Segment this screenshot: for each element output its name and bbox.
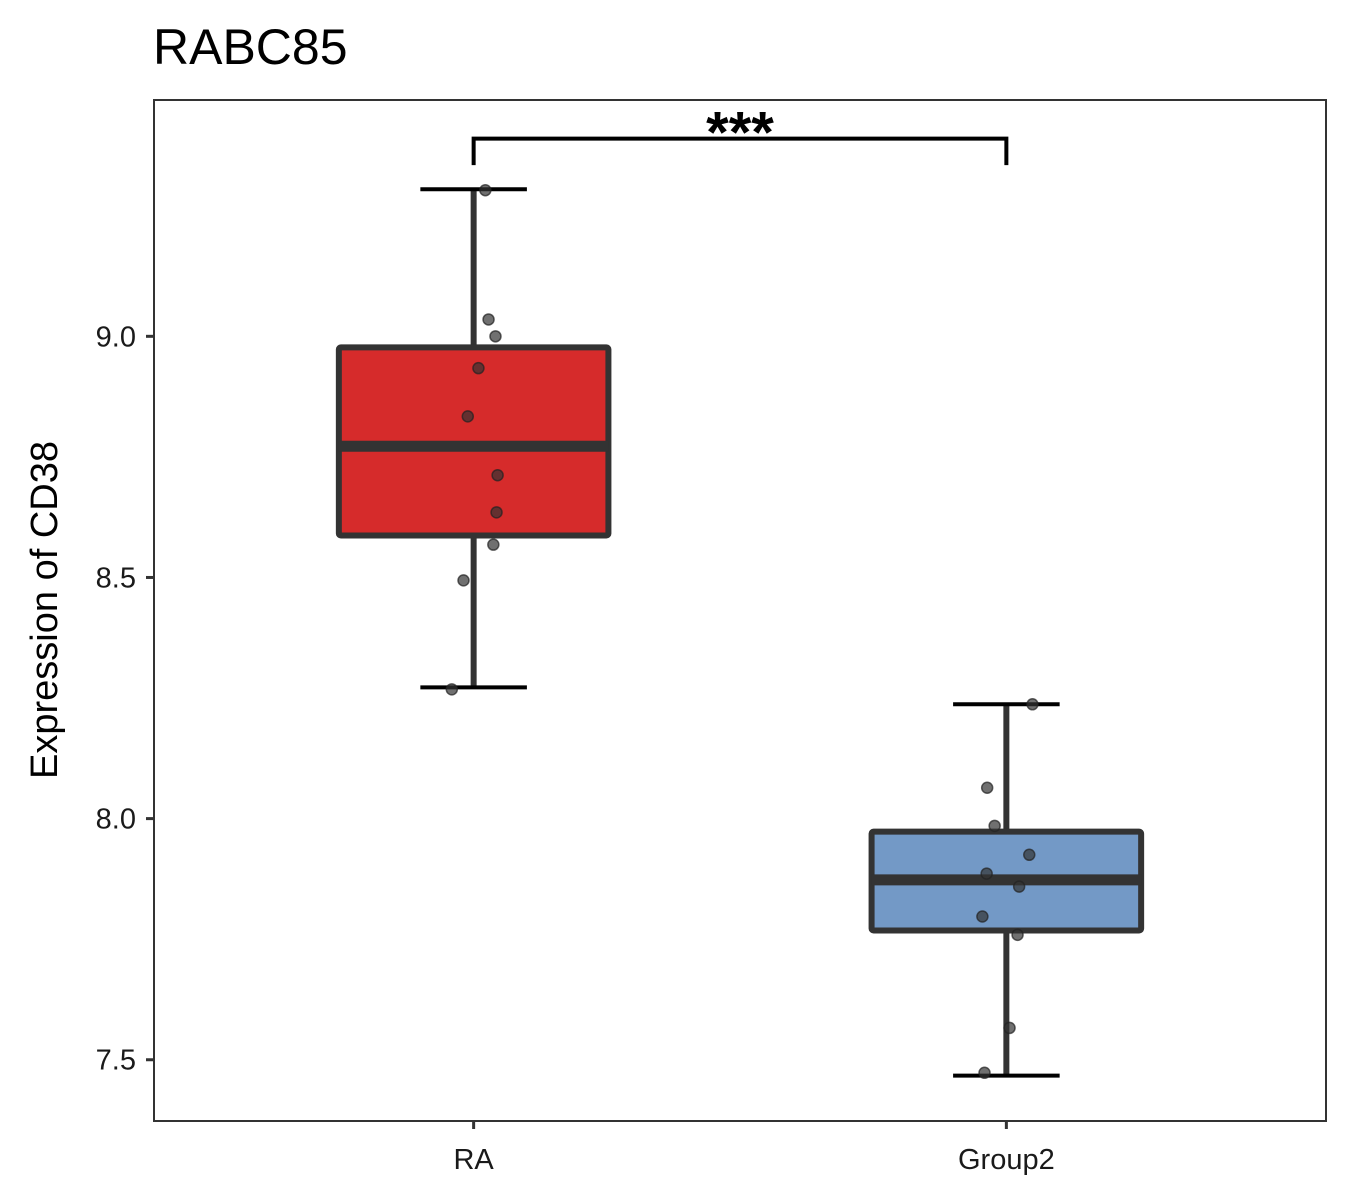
data-point [980, 867, 993, 880]
significance-bracket [471, 136, 1009, 166]
data-point [457, 574, 470, 587]
data-point [1026, 698, 1039, 711]
y-tick-label: 7.5 [96, 1045, 136, 1077]
panel-border [153, 99, 1327, 1122]
data-point [1003, 1021, 1016, 1035]
data-point [487, 538, 500, 551]
data-point [445, 683, 459, 696]
data-point [490, 506, 503, 519]
data-point [489, 330, 502, 343]
axes: 7.5 8.0 8.5 9.0 RA Group2 [96, 321, 1055, 1176]
x-tick-label: Group2 [958, 1144, 1055, 1176]
x-tick-label: RA [453, 1144, 494, 1176]
y-tick-label: 9.0 [96, 321, 136, 353]
data-point [976, 910, 989, 923]
y-tick-label: 8.0 [96, 804, 136, 836]
data-point [472, 361, 485, 375]
y-axis-title: Expression of CD38 [24, 441, 66, 779]
data-point [461, 410, 475, 423]
data-point [491, 468, 504, 482]
data-point [988, 819, 1001, 833]
data-point [1012, 880, 1026, 893]
data-point [482, 313, 495, 326]
data-point [978, 1066, 991, 1080]
box-group2 [868, 702, 1145, 1078]
significance-label: *** [706, 101, 774, 166]
points-group2 [976, 698, 1039, 1080]
y-tick-label: 8.5 [96, 562, 136, 594]
box-ra [335, 187, 612, 690]
data-point [1011, 928, 1024, 942]
data-point [980, 781, 994, 794]
data-point [479, 183, 492, 197]
plot-panel: *** [335, 101, 1145, 1080]
data-point [1023, 848, 1036, 862]
points-ra [445, 183, 504, 696]
chart-title: RABC85 [153, 19, 348, 75]
